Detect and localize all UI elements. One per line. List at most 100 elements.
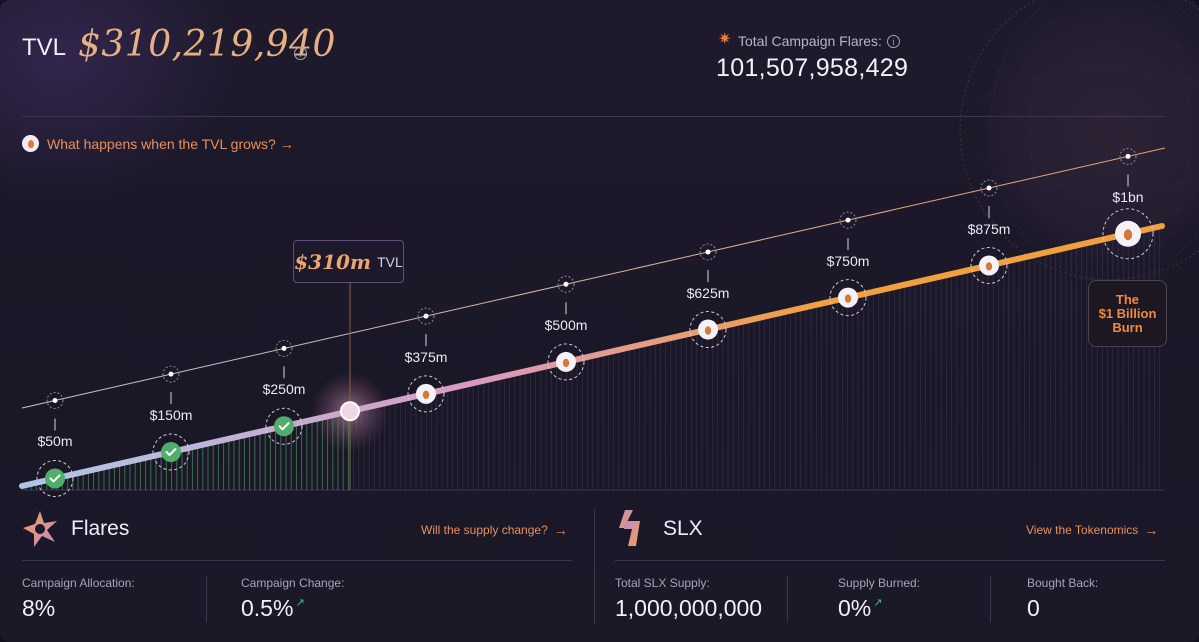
flares-divider <box>22 560 572 561</box>
milestone-ring <box>407 375 445 413</box>
milestone-top-ring <box>980 179 998 197</box>
billion-burn-badge[interactable]: The $1 Billion Burn <box>1088 280 1167 347</box>
flame-icon <box>22 135 39 152</box>
milestone-label: $500m <box>544 317 588 334</box>
milestone-label: $875m <box>967 221 1011 238</box>
current-tvl-unit: TVL <box>377 253 403 270</box>
total-supply-value: 1,000,000,000 <box>615 595 762 622</box>
check-icon <box>45 468 65 489</box>
milestone-label: $150m <box>149 407 193 424</box>
arrow-right-icon: → <box>1144 522 1159 538</box>
campaign-allocation-number: 8% <box>22 595 56 621</box>
milestone-top-ring <box>417 307 435 325</box>
slx-logo-icon <box>619 510 640 546</box>
milestone-label: $1bn <box>1112 189 1144 206</box>
milestone-top-dot <box>423 313 429 319</box>
arrow-right-icon: → <box>553 522 568 538</box>
milestone-top-dot <box>52 397 58 403</box>
milestone-label: $625m <box>686 284 730 301</box>
milestone-label: $375m <box>404 349 448 366</box>
milestone-top-dot <box>168 371 174 377</box>
check-mark <box>165 448 177 457</box>
check-icon <box>161 442 181 463</box>
milestone-top-ring <box>275 339 293 357</box>
milestone-top-dot <box>563 281 569 287</box>
trend-up-icon: ↗ <box>873 597 883 609</box>
bought-back-number: 0 <box>1027 595 1040 621</box>
milestone-top-ring <box>1119 147 1137 165</box>
flame-shape <box>422 390 430 400</box>
current-tvl-marker: $310m TVL <box>293 240 404 283</box>
flame-shape <box>844 294 852 303</box>
supply-burned-label: Supply Burned: <box>838 576 921 590</box>
check-mark <box>49 474 61 483</box>
stat-divider <box>206 576 207 622</box>
milestone-top-ring <box>46 391 64 409</box>
tvl-value: $310,219,940 <box>78 24 336 65</box>
milestone-top-dot <box>845 217 851 223</box>
milestone-ring <box>829 279 867 317</box>
tvl-info-icon[interactable]: i <box>294 47 307 60</box>
milestone-label: $750m <box>826 253 870 270</box>
bottom-panel: Flares Will the supply change? → Campaig… <box>0 491 1199 642</box>
check-icon <box>274 416 294 437</box>
flares-star-icon <box>23 511 57 547</box>
projection-line <box>21 147 1166 409</box>
campaign-allocation-label: Campaign Allocation: <box>22 576 135 590</box>
flame-shape <box>704 326 712 335</box>
flares-info-icon[interactable]: i <box>887 35 900 48</box>
tokenomics-link-text: View the Tokenomics <box>1026 523 1139 537</box>
milestone-ring <box>689 311 727 349</box>
campaign-change-number: 0.5% <box>241 595 294 621</box>
milestone-top-dot <box>705 249 711 255</box>
total-supply-label: Total SLX Supply: <box>615 576 710 590</box>
supply-burned-number: 0% <box>838 595 872 621</box>
milestone-top-dot <box>1125 153 1131 159</box>
flame-shape <box>985 262 993 271</box>
tvl-progress-line <box>19 223 1165 489</box>
milestone-top-ring <box>699 243 717 261</box>
milestone-label: $250m <box>262 381 306 398</box>
stat-divider <box>990 576 991 622</box>
current-tvl-dot <box>340 401 360 422</box>
slx-title: SLX <box>663 517 703 540</box>
milestone-top-dot <box>281 345 287 351</box>
flame-shape <box>1123 229 1133 241</box>
milestone-top-ring <box>557 275 575 293</box>
milestone-label: $50m <box>37 433 73 450</box>
tokenomics-link[interactable]: View the Tokenomics → <box>1026 522 1158 538</box>
campaign-allocation-value: 8% <box>22 595 55 622</box>
burn-line-3: Burn <box>1112 319 1143 335</box>
total-flares-value: 101,507,958,429 <box>716 54 909 82</box>
burn-line-1: The <box>1115 291 1140 307</box>
milestone-ring <box>1102 208 1154 260</box>
slx-divider <box>615 560 1165 561</box>
milestone-ring <box>547 343 585 381</box>
tvl-grows-link[interactable]: What happens when the TVL grows? → <box>22 135 294 152</box>
milestone-ring <box>970 246 1008 284</box>
flame-shape <box>562 358 570 368</box>
supply-change-link-text: Will the supply change? <box>421 523 548 537</box>
stat-divider <box>787 576 788 622</box>
header-divider <box>22 116 1165 117</box>
tvl-label: TVL <box>22 34 67 61</box>
bought-back-label: Bought Back: <box>1027 576 1099 590</box>
milestone-top-ring <box>162 365 180 383</box>
tvl-grows-link-text: What happens when the TVL grows? → <box>47 135 294 152</box>
total-flares-label: Total Campaign Flares: <box>738 33 882 49</box>
milestone-ring <box>152 433 190 471</box>
supply-burned-value: 0% ↗ <box>838 595 882 622</box>
milestone-ring <box>265 407 303 445</box>
check-mark <box>278 422 290 431</box>
flares-title: Flares <box>71 517 130 540</box>
star-icon: ✷ <box>718 31 732 48</box>
current-tvl-value: $310m <box>294 249 372 274</box>
campaign-change-label: Campaign Change: <box>241 576 345 590</box>
total-supply-number: 1,000,000,000 <box>615 595 763 621</box>
bought-back-value: 0 <box>1027 595 1040 622</box>
milestone-top-dot <box>986 185 992 191</box>
supply-change-link[interactable]: Will the supply change? → <box>421 522 568 538</box>
campaign-change-value: 0.5% ↗ <box>241 595 305 622</box>
milestone-top-ring <box>839 211 857 229</box>
